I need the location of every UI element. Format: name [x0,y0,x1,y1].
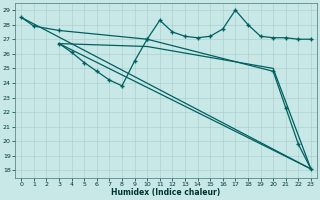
X-axis label: Humidex (Indice chaleur): Humidex (Indice chaleur) [111,188,221,197]
